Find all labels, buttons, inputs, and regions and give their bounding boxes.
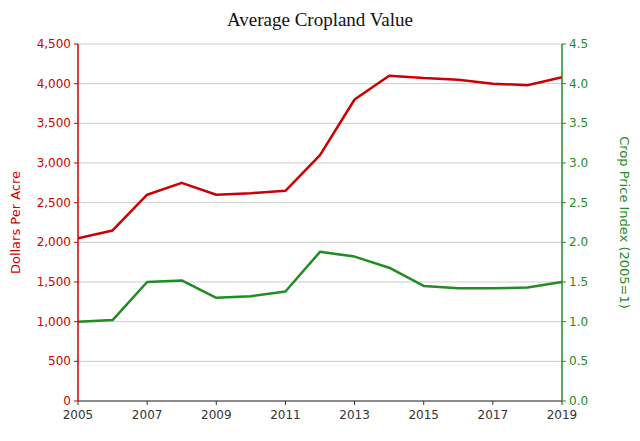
y2-tick bbox=[562, 242, 566, 243]
x-tick bbox=[354, 401, 355, 405]
y2-tick-label: 1.5 bbox=[569, 275, 588, 289]
x-tick bbox=[285, 401, 286, 405]
y2-tick bbox=[562, 123, 566, 124]
y-tick bbox=[74, 282, 78, 283]
y-tick-label: 1,000 bbox=[37, 315, 71, 329]
y2-axis-line bbox=[561, 44, 563, 401]
x-tick-label: 2019 bbox=[547, 408, 578, 422]
x-tick bbox=[492, 401, 493, 405]
y2-tick-label: 4.5 bbox=[569, 37, 588, 51]
x-tick bbox=[562, 401, 563, 405]
x-axis-line bbox=[78, 401, 562, 402]
x-tick-label: 2005 bbox=[63, 408, 94, 422]
y2-tick bbox=[562, 83, 566, 84]
y-tick-label: 2,500 bbox=[37, 196, 71, 210]
x-tick-label: 2013 bbox=[339, 408, 370, 422]
y-tick bbox=[74, 401, 78, 402]
y-axis-label: Dollars Per Acre bbox=[8, 171, 23, 274]
y-tick-label: 0 bbox=[63, 394, 71, 408]
y2-tick-label: 4.0 bbox=[569, 77, 588, 91]
x-tick bbox=[147, 401, 148, 405]
y2-tick bbox=[562, 202, 566, 203]
y-tick bbox=[74, 83, 78, 84]
x-tick-label: 2017 bbox=[478, 408, 509, 422]
y-tick bbox=[74, 361, 78, 362]
grid-line bbox=[78, 202, 562, 203]
y-tick bbox=[74, 44, 78, 45]
y2-tick-label: 0.5 bbox=[569, 354, 588, 368]
y-tick bbox=[74, 123, 78, 124]
x-tick bbox=[216, 401, 217, 405]
x-tick-label: 2011 bbox=[270, 408, 301, 422]
y2-tick bbox=[562, 321, 566, 322]
y-tick bbox=[74, 242, 78, 243]
y-tick-label: 500 bbox=[48, 354, 71, 368]
y2-tick-label: 0.0 bbox=[569, 394, 588, 408]
axes: 2005 2007 2009 2011 2013 2015 2017 2019 0 500 1,00… bbox=[37, 37, 588, 422]
y2-tick bbox=[562, 44, 566, 45]
grid-line bbox=[78, 123, 562, 124]
y2-tick-label: 3.0 bbox=[569, 156, 588, 170]
y-tick-label: 4,000 bbox=[37, 77, 71, 91]
grid-line bbox=[78, 361, 562, 362]
x-tick-label: 2007 bbox=[132, 408, 163, 422]
series-line bbox=[78, 252, 562, 322]
title: Average Cropland Value bbox=[227, 9, 413, 30]
y-tick-label: 3,500 bbox=[37, 116, 71, 130]
y2-tick-label: 2.5 bbox=[569, 196, 588, 210]
lines bbox=[78, 76, 562, 322]
x-tick bbox=[423, 401, 424, 405]
y-tick bbox=[74, 321, 78, 322]
y2-tick bbox=[562, 361, 566, 362]
y-tick bbox=[74, 202, 78, 203]
y2-tick bbox=[562, 401, 566, 402]
grid bbox=[78, 44, 562, 401]
y-tick bbox=[74, 163, 78, 164]
y2-tick bbox=[562, 163, 566, 164]
series-line bbox=[78, 76, 562, 239]
grid-line bbox=[78, 44, 562, 45]
x-tick bbox=[78, 401, 79, 405]
grid-line bbox=[78, 321, 562, 322]
grid-line bbox=[78, 401, 562, 402]
y2-axis-label: Crop Price Index (2005=1) bbox=[617, 136, 632, 309]
y2-tick-label: 1.0 bbox=[569, 315, 588, 329]
y2-tick-label: 3.5 bbox=[569, 116, 588, 130]
y-tick-label: 2,000 bbox=[37, 235, 71, 249]
grid-line bbox=[78, 163, 562, 164]
x-tick-label: 2015 bbox=[408, 408, 439, 422]
y-tick-label: 1,500 bbox=[37, 275, 71, 289]
y-tick-label: 3,000 bbox=[37, 156, 71, 170]
y2-tick bbox=[562, 282, 566, 283]
chart: 2005 2007 2009 2011 2013 2015 2017 2019 0 500 1,00… bbox=[0, 0, 640, 441]
y-tick-label: 4,500 bbox=[37, 37, 71, 51]
y-axis-line bbox=[77, 44, 79, 401]
x-tick-label: 2009 bbox=[201, 408, 232, 422]
y2-tick-label: 2.0 bbox=[569, 235, 588, 249]
grid-line bbox=[78, 242, 562, 243]
